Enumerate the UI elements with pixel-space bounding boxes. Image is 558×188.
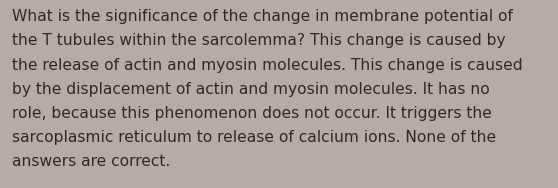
- Text: sarcoplasmic reticulum to release of calcium ions. None of the: sarcoplasmic reticulum to release of cal…: [12, 130, 497, 145]
- Text: role, because this phenomenon does not occur. It triggers the: role, because this phenomenon does not o…: [12, 106, 492, 121]
- Text: the release of actin and myosin molecules. This change is caused: the release of actin and myosin molecule…: [12, 58, 523, 73]
- Text: the T tubules within the sarcolemma? This change is caused by: the T tubules within the sarcolemma? Thi…: [12, 33, 506, 49]
- Text: answers are correct.: answers are correct.: [12, 154, 171, 169]
- Text: by the displacement of actin and myosin molecules. It has no: by the displacement of actin and myosin …: [12, 82, 490, 97]
- Text: What is the significance of the change in membrane potential of: What is the significance of the change i…: [12, 9, 513, 24]
